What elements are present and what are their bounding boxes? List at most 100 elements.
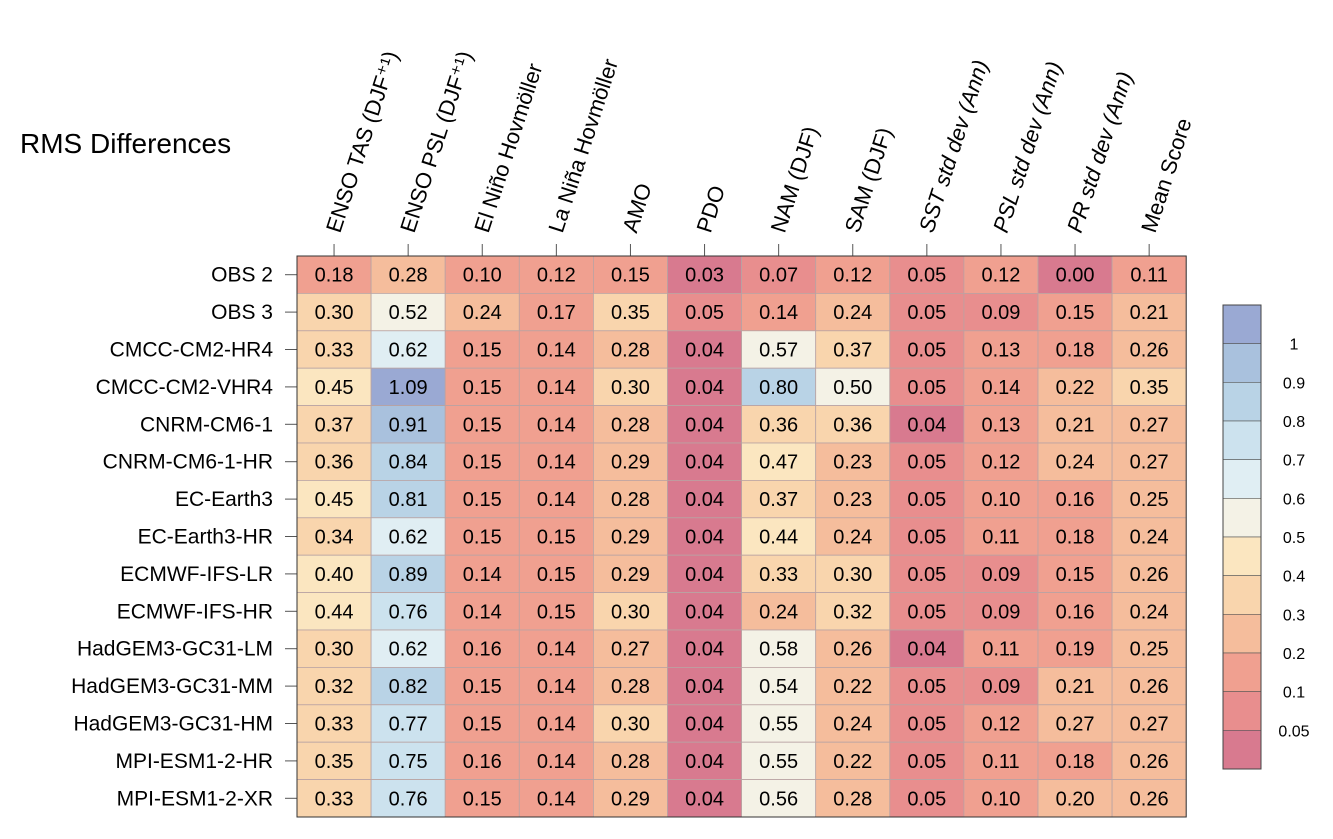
- heatmap-cell: [815, 405, 891, 444]
- heatmap-cell: [370, 667, 446, 706]
- cell-value-label: 0.76: [389, 601, 428, 623]
- cell-value-label: 0.24: [1130, 601, 1169, 623]
- cell-value-label: 0.75: [389, 751, 428, 773]
- cell-value-label: 0.18: [1056, 751, 1095, 773]
- grid-frame: [296, 255, 1187, 818]
- cell-value-label: 0.04: [685, 788, 724, 810]
- colorbar-tick-label: 0.7: [1283, 453, 1305, 470]
- heatmap-cell: [667, 330, 742, 369]
- heatmap-cell: [518, 629, 594, 668]
- cell-value-label: 0.15: [1056, 302, 1095, 324]
- cell-value-label: 0.07: [759, 265, 798, 287]
- heatmap-cell: [667, 779, 742, 818]
- cell-value-label: 0.28: [611, 676, 650, 698]
- cell-value-label: 0.23: [833, 489, 872, 511]
- cell-value-label: 0.15: [463, 377, 502, 399]
- heatmap-cell: [593, 629, 668, 668]
- heatmap-cell: [1111, 554, 1187, 594]
- heatmap-cell: [1111, 255, 1187, 294]
- cell-value-label: 0.15: [537, 527, 576, 549]
- cell-value-label: 0.04: [685, 377, 724, 399]
- heatmap-cell: [296, 330, 372, 369]
- heatmap-cell: [741, 667, 817, 706]
- cell-value-label: 0.28: [611, 340, 650, 362]
- colorbar-tick-label: 0.9: [1283, 375, 1305, 392]
- cell-value-label: 0.34: [315, 527, 354, 549]
- heatmap-cell: [296, 629, 372, 668]
- heatmap-cell: [444, 667, 520, 706]
- heatmap-cell: [444, 442, 520, 481]
- heatmap-cell: [741, 479, 817, 519]
- heatmap-cell: [593, 554, 668, 594]
- heatmap-cell: [889, 292, 965, 332]
- cell-value-label: 0.52: [389, 302, 428, 324]
- heatmap-cell: [741, 255, 817, 294]
- row-label: MPI-ESM1-2-HR: [115, 750, 273, 773]
- colorbar-tick-label: 0.2: [1283, 646, 1305, 663]
- cell-value-label: 0.13: [981, 414, 1020, 436]
- heatmap-cell: [593, 592, 668, 631]
- heatmap-cell: [815, 629, 891, 668]
- cell-value-label: 0.25: [1130, 489, 1169, 511]
- cell-value-label: 0.37: [315, 414, 354, 436]
- cell-value-label: 0.37: [833, 340, 872, 362]
- heatmap-cell: [741, 779, 817, 818]
- cell-value-label: 0.04: [685, 676, 724, 698]
- heatmap-cell: [1111, 292, 1187, 332]
- heatmap-cell: [963, 779, 1039, 818]
- cell-value-label: 0.30: [315, 302, 354, 324]
- heatmap-cell: [963, 741, 1039, 781]
- cell-value-label: 0.14: [981, 377, 1020, 399]
- heatmap-cell: [518, 405, 594, 444]
- cell-value-label: 0.00: [1056, 265, 1095, 287]
- cell-value-label: 0.16: [1056, 601, 1095, 623]
- cell-value-label: 0.62: [389, 639, 428, 661]
- cell-value-label: 0.14: [463, 564, 502, 586]
- row-label: HadGEM3-GC31-HM: [73, 713, 273, 736]
- cell-value-label: 0.45: [315, 377, 354, 399]
- cell-value-label: 0.11: [982, 751, 1019, 773]
- row-label: OBS 3: [211, 301, 273, 324]
- heatmap-cell: [889, 704, 965, 743]
- column-label: La Niña Hovmöller: [543, 56, 623, 236]
- heatmap-cell: [963, 704, 1039, 743]
- cell-value-label: 0.18: [1056, 340, 1095, 362]
- heatmap-cell: [370, 479, 446, 519]
- cell-value-label: 0.62: [389, 340, 428, 362]
- cell-value-label: 0.32: [315, 676, 354, 698]
- heatmap-cell: [741, 629, 817, 668]
- heatmap-cell: [1111, 704, 1187, 743]
- heatmap-cell: [593, 517, 668, 556]
- heatmap-cell: [296, 405, 372, 444]
- cell-value-label: 0.26: [1130, 676, 1169, 698]
- heatmap-cell: [741, 292, 817, 332]
- cell-value-label: 0.05: [907, 601, 946, 623]
- cell-value-label: 0.30: [611, 377, 650, 399]
- heatmap-cell: [667, 629, 742, 668]
- cell-value-label: 0.05: [907, 340, 946, 362]
- row-label: ECMWF-IFS-HR: [117, 600, 273, 623]
- cell-value-label: 0.15: [1056, 564, 1095, 586]
- cell-value-label: 0.12: [537, 265, 576, 287]
- heatmap-cell: [741, 517, 817, 556]
- cell-value-label: 0.76: [389, 788, 428, 810]
- cell-value-label: 0.57: [759, 340, 798, 362]
- heatmap-cell: [296, 442, 372, 481]
- cell-value-label: 0.91: [389, 414, 428, 436]
- cell-value-label: 0.28: [389, 265, 428, 287]
- heatmap-cell: [593, 779, 668, 818]
- heatmap-cell: [518, 779, 594, 818]
- cell-value-label: 0.28: [611, 751, 650, 773]
- cell-value-label: 0.14: [537, 452, 576, 474]
- cell-value-label: 0.15: [463, 676, 502, 698]
- column-labels: ENSO TAS (DJF⁺¹)ENSO PSL (DJF⁺¹)El Niño …: [321, 48, 1197, 256]
- cell-value-label: 0.10: [981, 489, 1020, 511]
- heatmap-cell: [963, 554, 1039, 594]
- cell-value-label: 0.04: [685, 639, 724, 661]
- heatmap-cell: [741, 442, 817, 481]
- cell-value-label: 0.15: [463, 414, 502, 436]
- cell-value-label: 0.04: [685, 714, 724, 736]
- cell-value-label: 0.11: [982, 527, 1019, 549]
- colorbar-tick-label: 0.3: [1283, 607, 1305, 624]
- cell-value-label: 0.35: [1130, 377, 1169, 399]
